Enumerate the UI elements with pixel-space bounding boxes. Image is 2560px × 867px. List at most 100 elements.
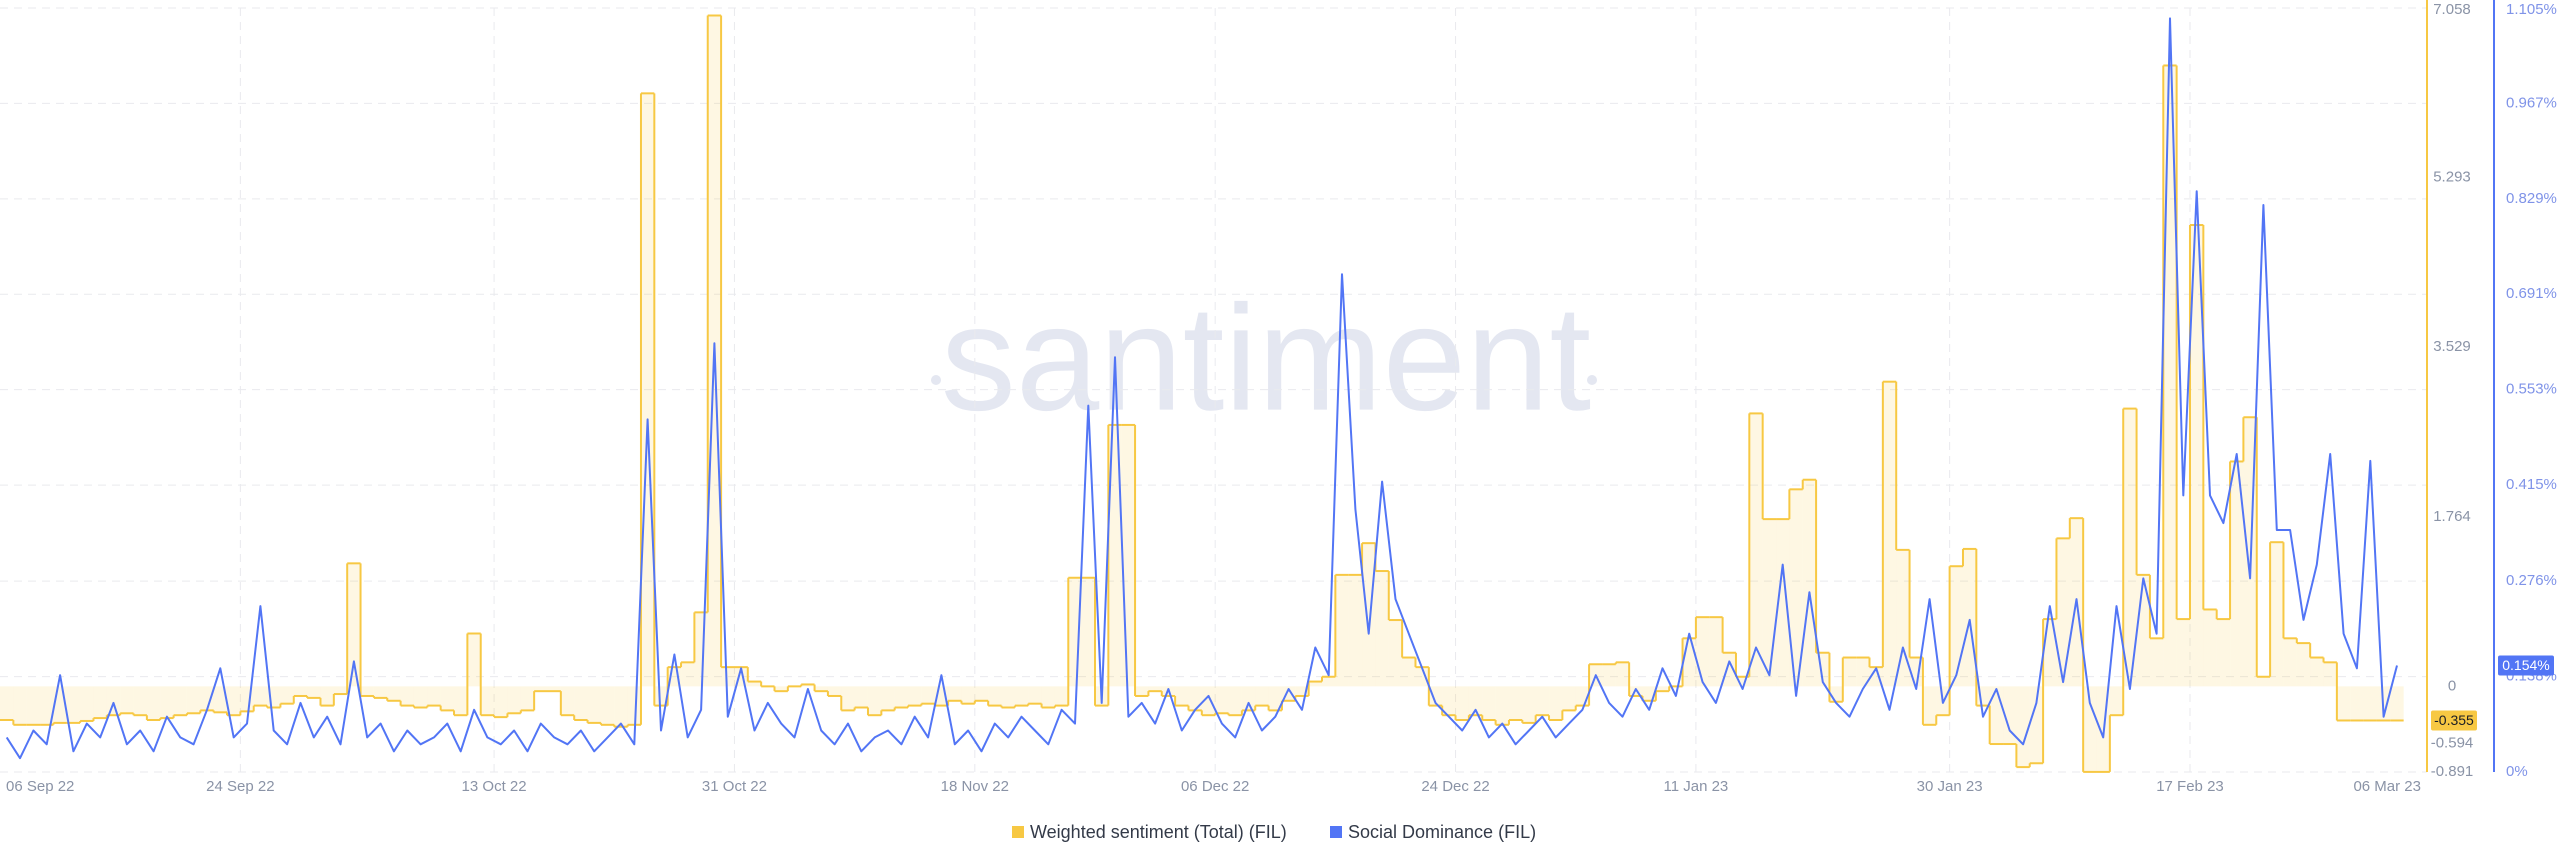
area-step [360, 686, 374, 696]
area-step [494, 686, 508, 718]
area-step [1108, 424, 1122, 687]
area-step [974, 686, 989, 701]
area-step [2176, 619, 2190, 687]
area-step [1268, 686, 1282, 711]
area-step [1615, 662, 1630, 687]
area-step [681, 662, 695, 687]
area-step [2283, 638, 2297, 687]
area-step [2056, 538, 2070, 687]
area-step [2083, 686, 2097, 772]
area-step [600, 686, 615, 725]
x-tick-label: 06 Sep 22 [6, 778, 74, 795]
area-step [1789, 489, 1803, 687]
area-step [827, 686, 842, 696]
x-tick-label: 24 Sep 22 [206, 778, 274, 795]
area-step [534, 686, 548, 692]
area-step [1028, 686, 1042, 704]
area-step [280, 686, 294, 704]
area-step [1922, 686, 1937, 725]
area-step [574, 686, 588, 721]
area-step [1054, 686, 1069, 706]
area-step [26, 686, 41, 725]
area-step [1896, 549, 1910, 687]
area-step [347, 563, 361, 687]
area-step [2123, 408, 2137, 687]
area-step [774, 686, 788, 692]
area-step [467, 633, 481, 687]
area-step [2310, 657, 2324, 687]
area-step [1375, 571, 1389, 687]
area-step [2109, 686, 2124, 716]
y2-tick-label: 0.691% [2506, 285, 2557, 302]
area-step [1175, 686, 1189, 706]
y-tick-label: 5.293 [2433, 169, 2471, 186]
area-step [814, 686, 828, 692]
area-step [0, 686, 14, 721]
area-step [1468, 686, 1483, 716]
value-badge [2498, 655, 2554, 676]
area-step [186, 686, 201, 714]
watermark: santiment [941, 274, 1591, 442]
area-step [80, 686, 94, 721]
area-step [1709, 617, 1723, 687]
value-badge-label: 0.154% [2502, 657, 2549, 673]
area-step [867, 686, 882, 716]
area-step [1495, 686, 1509, 725]
area-step [1135, 686, 1149, 696]
area-step [93, 686, 107, 719]
legend-label: Weighted sentiment (Total) (FIL) [1030, 822, 1287, 842]
area-step [1962, 548, 1977, 687]
area-step [654, 686, 668, 706]
line [5, 17, 2398, 760]
area-step [1655, 686, 1670, 692]
area-step [1749, 413, 1763, 687]
x-tick-label: 06 Dec 22 [1181, 778, 1249, 795]
area-step [413, 686, 428, 708]
area-step [373, 686, 388, 698]
area-step [1388, 620, 1403, 687]
area-step [1188, 686, 1202, 711]
area-step [1735, 676, 1750, 687]
watermark-dot [931, 375, 941, 385]
area-step [1522, 686, 1536, 723]
area-step [961, 686, 975, 704]
area-step [146, 686, 161, 721]
area-step [1081, 577, 1095, 687]
y2-tick-label: 0.415% [2506, 476, 2557, 493]
area-step [1949, 566, 1963, 687]
y-tick-label: -0.891 [2431, 763, 2474, 780]
area-step [2203, 609, 2217, 687]
area-step [387, 686, 401, 701]
area-step [1562, 686, 1576, 711]
area-step [1001, 686, 1015, 708]
area-step [1148, 686, 1162, 692]
area-step [1802, 479, 1817, 687]
area-step [2270, 542, 2284, 687]
area-step [2189, 225, 2204, 687]
area-step [480, 686, 495, 716]
area-step [614, 686, 628, 727]
area-step [948, 686, 962, 701]
legend-label: Social Dominance (FIL) [1348, 822, 1536, 842]
area-step [2256, 676, 2271, 687]
x-tick-label: 18 Nov 22 [941, 778, 1009, 795]
area-step [1882, 381, 1897, 687]
y-tick-label: -0.594 [2431, 734, 2474, 751]
area-step [13, 686, 27, 725]
area-step [2003, 686, 2017, 745]
watermark-group: santiment [931, 274, 1597, 442]
area-step [173, 686, 187, 716]
x-tick-label: 24 Dec 22 [1421, 778, 1489, 795]
area-step [587, 686, 601, 723]
area-step [1308, 681, 1323, 687]
area-step [627, 686, 641, 725]
area-step [440, 686, 455, 711]
area-step [1402, 657, 1416, 687]
y2-tick-label: 0.967% [2506, 94, 2557, 111]
area-step [894, 686, 909, 708]
area-step [1121, 424, 1136, 687]
area-step [1722, 652, 1736, 687]
area-step [320, 686, 334, 706]
area-step [2149, 638, 2164, 687]
area-step [854, 686, 868, 708]
